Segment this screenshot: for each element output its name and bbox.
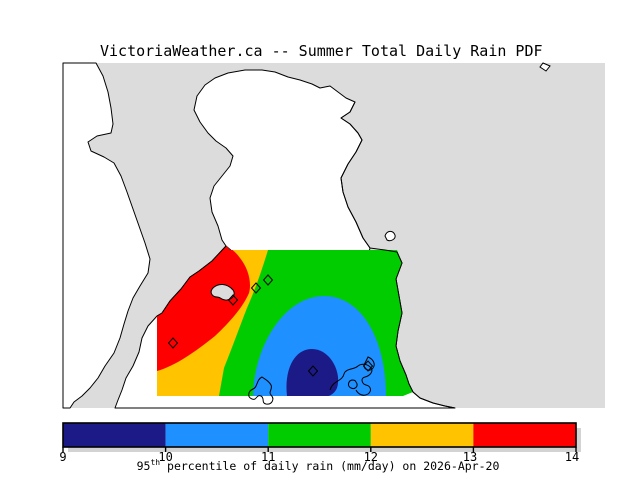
coastline-inlet-shore (156, 245, 227, 317)
land-west (62, 62, 151, 409)
islet-north (539, 62, 551, 72)
colorbar-border (62, 422, 577, 448)
colorbar-segment-9-10 (63, 423, 166, 447)
field-level-10-11 (253, 296, 386, 396)
plot-title: VictoriaWeather.ca -- Summer Total Daily… (100, 42, 543, 60)
colorbar-tick-labels: 9 10 11 12 13 14 (59, 450, 579, 464)
tick-label-9: 9 (59, 450, 66, 464)
station-marker (250, 282, 262, 294)
tick-label-14: 14 (565, 450, 579, 464)
station-markers (167, 274, 374, 377)
station-marker (262, 274, 274, 286)
esquimalt-harbour-outline (248, 376, 274, 405)
colorbar-segment-11-12 (268, 423, 371, 447)
tick-label-11: 11 (261, 450, 275, 464)
field-level-9-10 (286, 349, 339, 396)
tick-label-10: 10 (158, 450, 172, 464)
map-canvas (62, 62, 605, 409)
station-marker (227, 294, 239, 306)
station-marker (307, 365, 319, 377)
caption-superscript: th (150, 458, 160, 467)
field-level-13-14 (157, 246, 250, 371)
caption-rest: percentile of daily rain (mm/day) on 202… (160, 459, 499, 473)
colorbar-segment-13-14 (473, 423, 576, 447)
islet-east (384, 230, 396, 242)
colorbar-ticks (62, 447, 577, 452)
tick-label-13: 13 (463, 450, 477, 464)
station-marker (362, 360, 374, 372)
coastline-east (340, 101, 456, 409)
colorbar-segment-12-13 (370, 423, 474, 447)
station-marker (167, 337, 179, 349)
gorge-loop-outline (348, 379, 358, 389)
colorbar-caption: 95th percentile of daily rain (mm/day) o… (137, 458, 500, 473)
tick-label-12: 12 (364, 450, 378, 464)
victoria-harbour-outline (329, 363, 373, 396)
tod-inlet (210, 284, 235, 301)
caption-base: 95 (137, 459, 151, 473)
colorbar-segment-10-11 (165, 423, 269, 447)
colorbar: 9 10 11 12 13 14 95th percentile of dail… (59, 422, 581, 473)
